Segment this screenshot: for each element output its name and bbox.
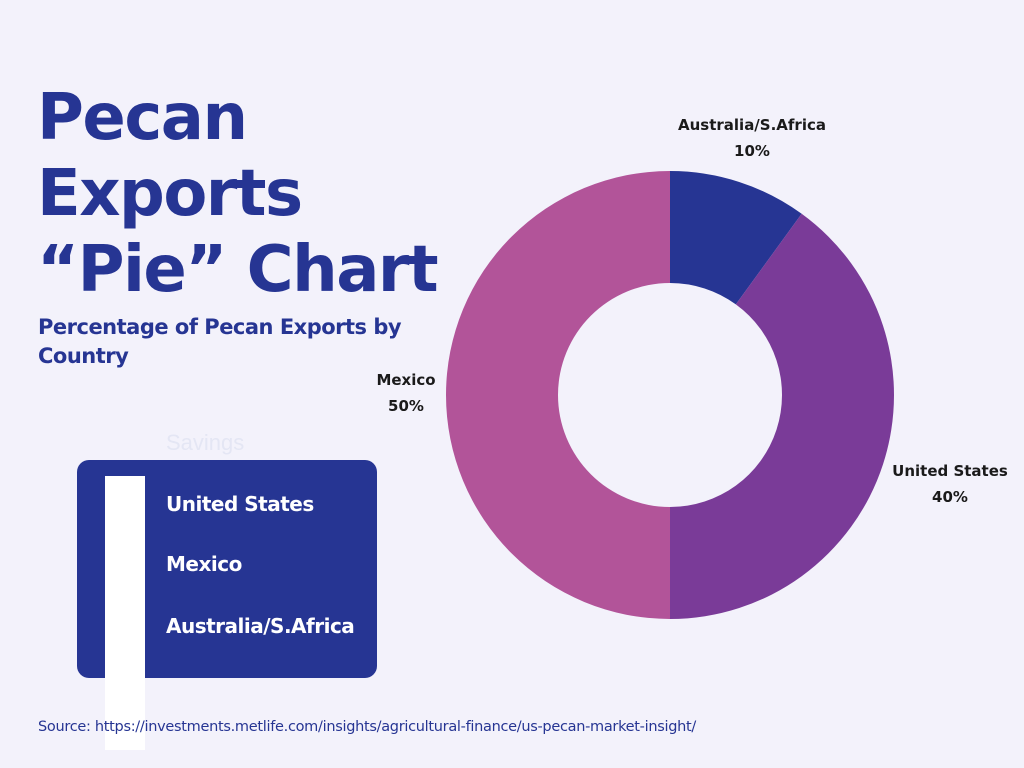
- slice-label-australia-s-africa: Australia/S.Africa: [678, 116, 826, 134]
- chart-title-line: Pecan: [37, 81, 248, 155]
- chart-title: Pecan Exports “Pie” Chart: [37, 80, 439, 308]
- slice-label-united-states: United States: [892, 462, 1008, 480]
- chart-subtitle: Percentage of Pecan Exports by Country: [38, 315, 402, 368]
- slice-value-australia-s-africa: 10%: [734, 142, 770, 160]
- decorative-strip: [105, 476, 145, 750]
- chart-title-line: “Pie” Chart: [37, 233, 439, 307]
- slice-value-mexico: 50%: [388, 397, 424, 415]
- legend-label: Australia/S.Africa: [166, 614, 355, 638]
- slice-label-mexico: Mexico: [376, 371, 435, 389]
- legend-label: United States: [166, 492, 314, 516]
- donut-slice-mexico: [446, 171, 670, 619]
- chart-title-line: Exports: [37, 157, 303, 231]
- legend-label: Mexico: [166, 552, 242, 576]
- legend-title: Savings: [166, 430, 245, 455]
- donut-slice-united-states: [670, 213, 894, 619]
- slice-value-united-states: 40%: [932, 488, 968, 506]
- source-citation: Source: https://investments.metlife.com/…: [38, 719, 696, 735]
- donut-slice-australia-s-africa: [670, 171, 802, 305]
